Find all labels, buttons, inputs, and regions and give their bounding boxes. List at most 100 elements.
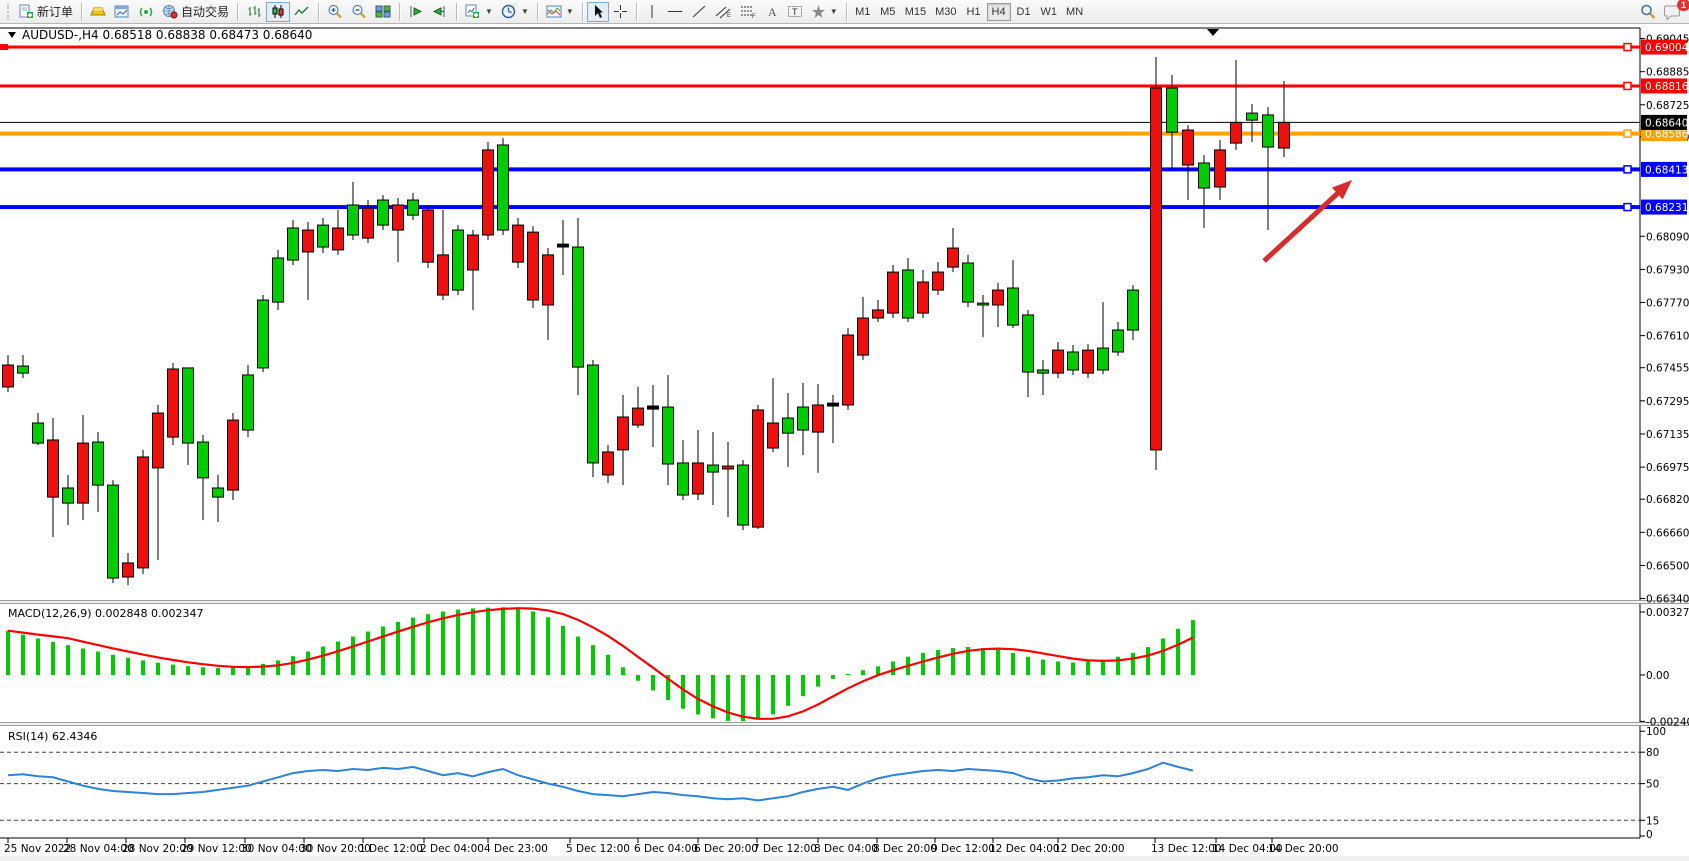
crosshair-tool-button[interactable] bbox=[609, 2, 632, 22]
candle-body bbox=[287, 227, 299, 261]
market-watch-button[interactable] bbox=[86, 2, 110, 22]
svg-text:0.67135: 0.67135 bbox=[1646, 429, 1689, 441]
vertical-line-icon bbox=[651, 5, 653, 18]
candle-body bbox=[377, 199, 389, 226]
candle-body bbox=[482, 149, 494, 236]
candle-body bbox=[782, 417, 794, 434]
chart-shift-marker[interactable] bbox=[1207, 29, 1219, 36]
candlestick-mode-button[interactable] bbox=[266, 1, 291, 22]
svg-text:7 Dec 12:00: 7 Dec 12:00 bbox=[753, 843, 817, 855]
candle-body bbox=[1262, 114, 1274, 148]
autotrading-label: 自动交易 bbox=[181, 5, 230, 19]
line-chart-mode-button[interactable] bbox=[290, 2, 314, 22]
axis-badge-0.68413[interactable]: 0.68413 bbox=[1641, 161, 1688, 177]
svg-text:T: T bbox=[792, 7, 798, 17]
svg-text:50: 50 bbox=[1646, 779, 1659, 791]
svg-text:6 Dec 20:00: 6 Dec 20:00 bbox=[694, 843, 758, 855]
candle-body bbox=[992, 289, 1004, 306]
arrows-tool-button[interactable]: ▼ bbox=[807, 2, 842, 22]
periods-button[interactable]: ▼ bbox=[497, 2, 533, 22]
svg-text:8 Dec 04:00: 8 Dec 04:00 bbox=[814, 843, 878, 855]
vertical-line-tool-button[interactable] bbox=[641, 2, 663, 22]
svg-text:0.68640: 0.68640 bbox=[1645, 117, 1688, 129]
timeframe-M15[interactable]: M15 bbox=[901, 3, 930, 21]
candle-body bbox=[347, 204, 359, 236]
rsi-line bbox=[7, 761, 1194, 802]
autotrading-button[interactable]: 自动交易 bbox=[158, 2, 233, 22]
bar-chart-mode-button[interactable] bbox=[242, 2, 266, 22]
indicators-button[interactable]: ▼ bbox=[542, 2, 578, 22]
cursor-tool-button[interactable] bbox=[586, 1, 609, 22]
svg-text:80: 80 bbox=[1646, 747, 1659, 759]
dropdown-caret: ▼ bbox=[520, 7, 529, 16]
axis-badge-0.68231[interactable]: 0.68231 bbox=[1641, 199, 1688, 215]
candle-body bbox=[182, 367, 194, 444]
channel-tool-button[interactable]: E bbox=[711, 2, 736, 22]
trendline-icon bbox=[692, 5, 706, 18]
candle-body bbox=[212, 487, 224, 498]
chart-shift-button[interactable] bbox=[428, 2, 452, 22]
timeframe-MN[interactable]: MN bbox=[1062, 3, 1087, 21]
toolbar-separator bbox=[845, 2, 847, 21]
timeframe-M1[interactable]: M1 bbox=[851, 3, 875, 21]
zoom-in-button[interactable] bbox=[323, 2, 347, 22]
toolbar-separator bbox=[237, 2, 239, 21]
level-line-0.68816[interactable] bbox=[0, 81, 1640, 91]
candle-body bbox=[602, 451, 614, 476]
level-line-0.68413[interactable] bbox=[0, 165, 1640, 174]
candle-body bbox=[1052, 349, 1064, 374]
candle-body bbox=[842, 334, 854, 406]
level-left-handle[interactable] bbox=[0, 44, 8, 51]
symbol-dropdown-icon[interactable] bbox=[8, 32, 16, 38]
candle-body bbox=[857, 317, 869, 356]
svg-text:0.67455: 0.67455 bbox=[1646, 363, 1689, 375]
svg-text:100: 100 bbox=[1646, 726, 1666, 738]
trendline-tool-button[interactable] bbox=[687, 2, 711, 22]
timeframe-M5[interactable]: M5 bbox=[876, 3, 900, 21]
svg-text:0.68885: 0.68885 bbox=[1646, 67, 1689, 79]
candle-body bbox=[572, 246, 584, 368]
dropdown-caret: ▼ bbox=[829, 7, 838, 16]
chart-window-icon bbox=[114, 5, 129, 18]
dropdown-caret: ▼ bbox=[565, 7, 574, 16]
axis-badge-0.68816[interactable]: 0.68816 bbox=[1641, 78, 1689, 94]
level-lines[interactable] bbox=[0, 42, 1640, 212]
fibonacci-tool-button[interactable]: F bbox=[736, 2, 761, 22]
text-label-tool-button[interactable]: T bbox=[783, 2, 807, 22]
horizontal-line-tool-button[interactable] bbox=[663, 2, 687, 22]
chat-button[interactable]: 1 bbox=[1660, 0, 1689, 22]
signals-button[interactable] bbox=[134, 2, 158, 22]
new-order-label: 新订单 bbox=[37, 5, 74, 19]
axis-badge-0.68640[interactable]: 0.68640 bbox=[1641, 114, 1688, 130]
text-tool-button[interactable]: A bbox=[761, 2, 783, 22]
candle-body bbox=[1127, 289, 1139, 331]
level-line-0.69004[interactable] bbox=[0, 42, 1640, 52]
candle-body bbox=[467, 234, 479, 271]
zoom-out-button[interactable] bbox=[347, 2, 371, 22]
axis-badge-0.69004[interactable]: 0.69004 bbox=[1641, 39, 1689, 55]
level-line-0.68586[interactable] bbox=[0, 129, 1640, 138]
new-chart-button[interactable]: ▼ bbox=[461, 2, 497, 22]
timeframe-M30[interactable]: M30 bbox=[931, 3, 960, 21]
new-order-button[interactable]: 新订单 bbox=[15, 2, 77, 22]
timeframe-W1[interactable]: W1 bbox=[1037, 3, 1062, 21]
tile-windows-button[interactable] bbox=[371, 2, 395, 22]
candle-body bbox=[1182, 129, 1194, 166]
chart-profile-button[interactable] bbox=[110, 2, 134, 22]
auto-scroll-button[interactable] bbox=[404, 2, 428, 22]
level-line-0.68231[interactable] bbox=[0, 202, 1640, 212]
horizontal-line-icon bbox=[667, 11, 682, 12]
search-button[interactable] bbox=[1636, 2, 1660, 22]
trend-arrow-annotation[interactable] bbox=[1262, 180, 1352, 263]
svg-text:0.67770: 0.67770 bbox=[1646, 298, 1689, 310]
timeframe-D1[interactable]: D1 bbox=[1012, 3, 1036, 21]
timeframe-H1[interactable]: H1 bbox=[962, 3, 986, 21]
candle-body bbox=[1112, 329, 1124, 353]
timeframe-H4[interactable]: H4 bbox=[986, 2, 1011, 21]
svg-text:4 Dec 23:00: 4 Dec 23:00 bbox=[484, 843, 548, 855]
svg-text:15: 15 bbox=[1646, 815, 1659, 827]
svg-text:-0.002409: -0.002409 bbox=[1646, 716, 1689, 728]
chart-title: AUDUSD-,H4 0.68518 0.68838 0.68473 0.686… bbox=[8, 28, 312, 42]
